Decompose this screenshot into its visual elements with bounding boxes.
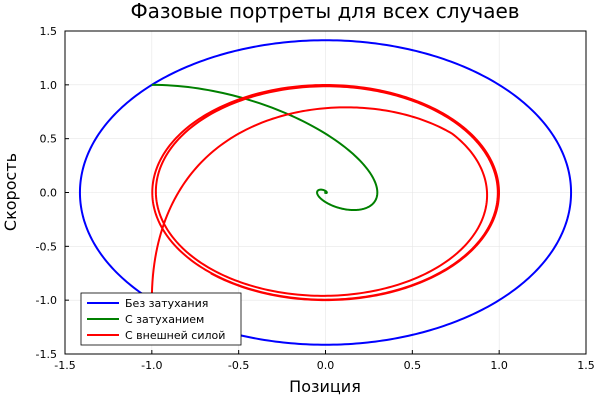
y-tick-label: -1.5 [36,348,57,361]
x-tick-label: -1.0 [141,359,162,372]
x-tick-label: 1.0 [490,359,508,372]
series-layer [78,39,573,346]
legend: Без затухания С затуханием С внешней силой [80,292,242,346]
x-tick-label: 0.0 [317,359,335,372]
chart-title: Фазовые портреты для всех случаев [130,0,519,23]
x-tick-label: 1.5 [577,359,595,372]
y-tick-label: 1.5 [40,25,58,38]
legend-label: С внешней силой [125,329,225,342]
x-axis-label: Позиция [289,377,361,396]
series-damped-line [151,83,379,212]
legend-label: С затуханием [125,313,204,326]
y-tick-label: 0.5 [40,133,58,146]
series-undamped-line [78,39,573,346]
tick-layer: -1.5 -1.0 -0.5 0.0 0.5 1.0 1.5 1.5 1.0 0.5 0.0 -0.5… [36,25,595,372]
x-tick-label: -1.5 [54,359,75,372]
legend-label: Без затухания [125,297,208,310]
series-forced-line [150,83,501,302]
y-tick-label: -1.0 [36,294,57,307]
x-tick-label: -0.5 [228,359,249,372]
y-axis-label: Скорость [1,153,20,231]
x-tick-label: 0.5 [404,359,422,372]
y-tick-label: 0.0 [40,187,58,200]
y-tick-label: 1.0 [40,79,58,92]
y-tick-label: -0.5 [36,240,57,253]
